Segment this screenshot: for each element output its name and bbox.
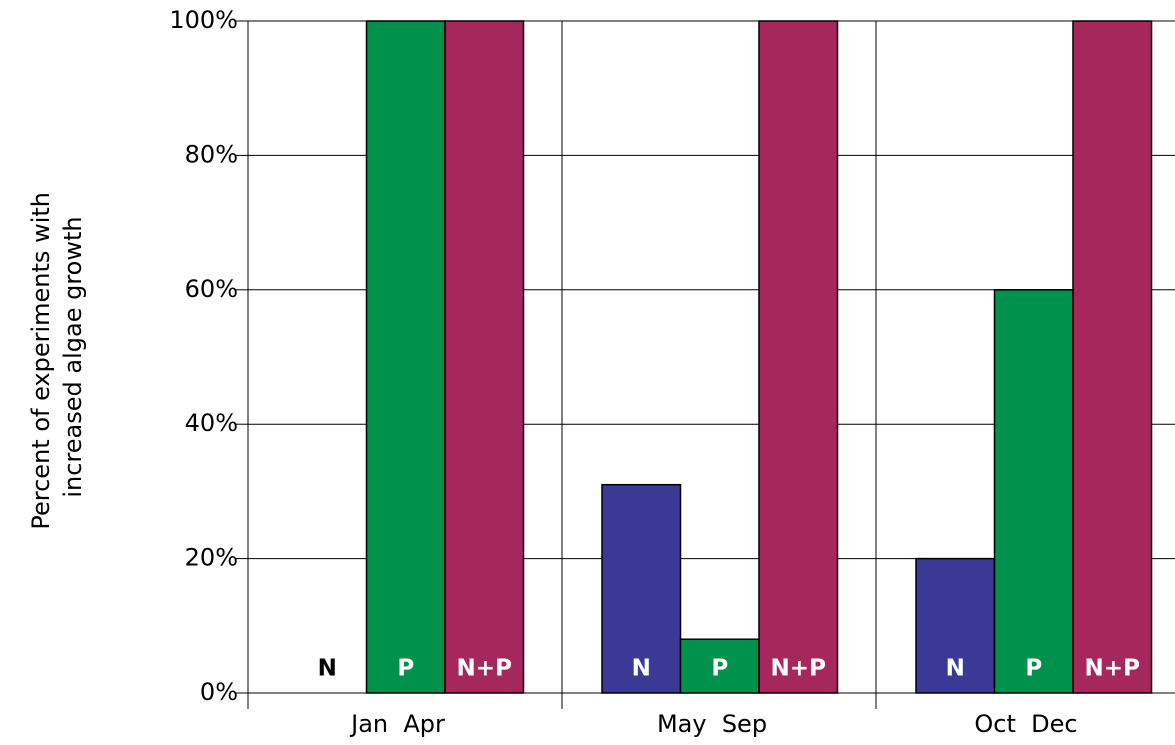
y-tick-label: 100% bbox=[169, 6, 238, 34]
bar bbox=[601, 483, 682, 694]
bar bbox=[444, 20, 525, 694]
y-tick-label: 40% bbox=[185, 409, 238, 437]
bar bbox=[365, 20, 446, 694]
bar-series-label: P bbox=[397, 656, 414, 682]
x-tick-label: May Sep bbox=[657, 710, 767, 738]
bar-series-label: P bbox=[1025, 656, 1042, 682]
y-axis-label-line: Percent of experiments with bbox=[27, 192, 55, 530]
bar bbox=[993, 289, 1074, 694]
bar bbox=[915, 557, 996, 694]
bar-series-label: N+P bbox=[771, 656, 826, 682]
y-axis-label: Percent of experiments with increased al… bbox=[27, 184, 87, 529]
y-tick-label: 80% bbox=[185, 140, 238, 168]
bar bbox=[1072, 20, 1153, 694]
bar-series-label: N bbox=[946, 656, 965, 682]
y-tick-label: 60% bbox=[185, 275, 238, 303]
y-tick-label: 20% bbox=[185, 544, 238, 572]
x-tick-label: Jan Apr bbox=[349, 710, 445, 738]
bar-series-label: P bbox=[711, 656, 728, 682]
bar-series-label: N bbox=[632, 656, 651, 682]
bar-series-label: N+P bbox=[457, 656, 512, 682]
bar bbox=[758, 20, 839, 694]
bar-series-label: N+P bbox=[1085, 656, 1140, 682]
bar-series-label: N bbox=[318, 656, 337, 682]
y-tick-label: 0% bbox=[200, 678, 238, 706]
y-axis-label-line: increased algae growth bbox=[59, 216, 87, 497]
x-tick-label: Oct Dec bbox=[974, 710, 1077, 738]
